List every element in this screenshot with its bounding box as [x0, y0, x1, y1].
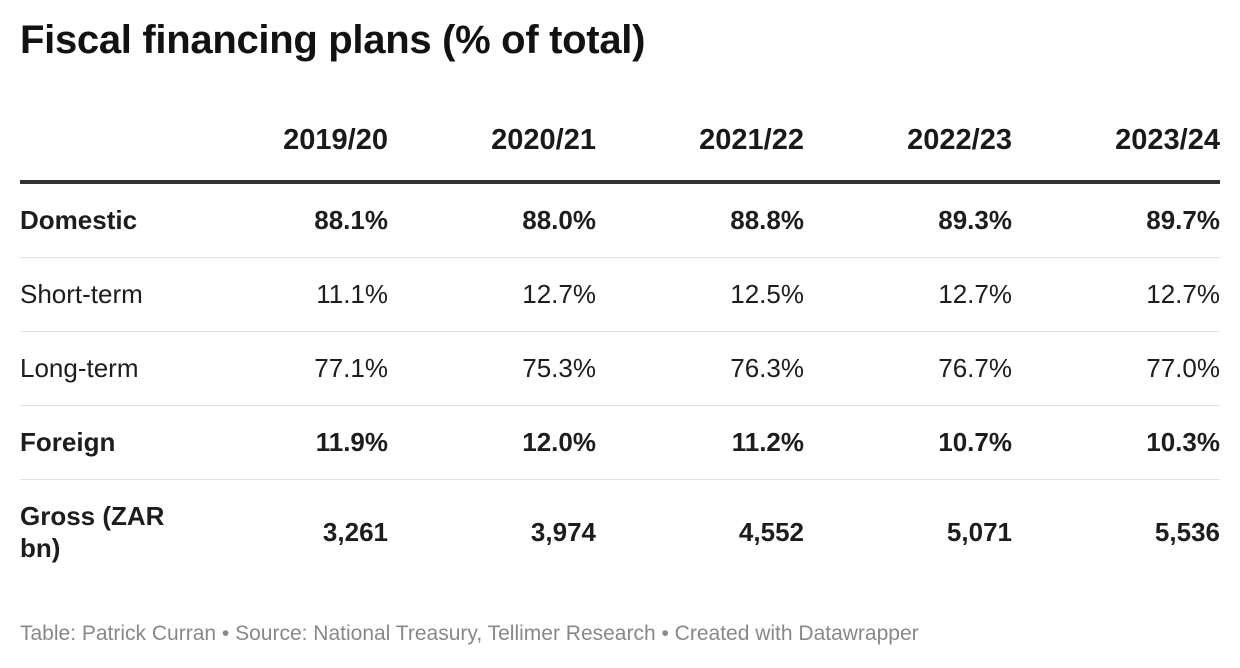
row-label: Foreign — [20, 405, 180, 480]
table-cell: 88.0% — [388, 182, 596, 258]
table-cell: 11.9% — [180, 405, 388, 480]
table-cell: 88.8% — [596, 182, 804, 258]
table-cell: 11.2% — [596, 405, 804, 480]
table-cell: 77.1% — [180, 331, 388, 406]
table-row: Foreign 11.9% 12.0% 11.2% 10.7% 10.3% — [20, 405, 1220, 480]
table-cell: 3,974 — [530, 517, 596, 548]
table-cell: 10.3% — [1012, 405, 1220, 480]
header-year: 2023/24 — [1012, 100, 1220, 184]
table-row: Domestic 88.1% 88.0% 88.8% 89.3% 89.7% — [20, 182, 1220, 258]
row-label: Gross (ZAR bn) — [20, 501, 165, 563]
financing-table: 2019/20 2020/21 2021/22 2022/23 2023/24 … — [20, 100, 1220, 586]
table-cell: 89.3% — [804, 182, 1012, 258]
footer-credits: Table: Patrick Curran • Source: National… — [20, 622, 919, 645]
table-cell: 88.1% — [180, 182, 388, 258]
table-row: Short-term 11.1% 12.7% 12.5% 12.7% 12.7% — [20, 257, 1220, 332]
table-cell: 12.7% — [388, 257, 596, 332]
table-cell: 76.7% — [804, 331, 1012, 406]
table-row: Long-term 77.1% 75.3% 76.3% 76.7% 77.0% — [20, 331, 1220, 406]
row-label: Short-term — [20, 257, 180, 332]
row-label: Long-term — [20, 331, 180, 406]
table-cell: 77.0% — [1012, 331, 1220, 406]
table-cell: 11.1% — [180, 257, 388, 332]
table-cell: 76.3% — [596, 331, 804, 406]
table-cell: 89.7% — [1012, 182, 1220, 258]
table-title: Fiscal financing plans (% of total) — [20, 18, 646, 62]
table-row: Gross (ZAR bn) 3,261 3,974 4,552 5,071 5… — [20, 480, 1220, 587]
table-cell: 4,552 — [738, 517, 804, 548]
header-year: 2019/20 — [180, 100, 388, 184]
table-cell: 5,071 — [946, 517, 1012, 548]
header-year: 2020/21 — [388, 100, 596, 184]
row-label: Domestic — [20, 182, 180, 258]
table-cell: 75.3% — [388, 331, 596, 406]
table-cell: 10.7% — [804, 405, 1012, 480]
header-row-label — [20, 100, 180, 184]
header-year: 2022/23 — [804, 100, 1012, 184]
table-cell: 12.5% — [596, 257, 804, 332]
table-cell: 5,536 — [1154, 517, 1220, 548]
table-cell: 12.7% — [804, 257, 1012, 332]
header-row: 2019/20 2020/21 2021/22 2022/23 2023/24 — [20, 100, 1220, 184]
header-year: 2021/22 — [596, 100, 804, 184]
table-cell: 12.0% — [388, 405, 596, 480]
table-cell: 3,261 — [322, 517, 388, 548]
table-cell: 12.7% — [1012, 257, 1220, 332]
